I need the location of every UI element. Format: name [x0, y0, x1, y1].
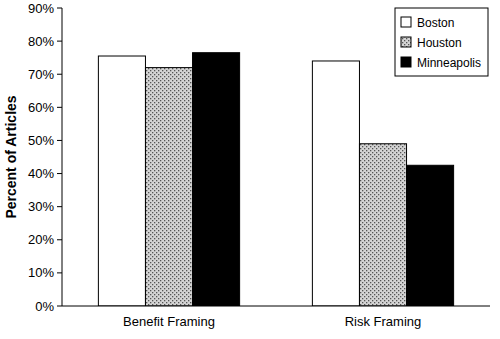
bar: [407, 165, 454, 306]
bars: [98, 53, 453, 306]
y-tick: [57, 41, 62, 42]
y-tick: [57, 306, 62, 307]
legend-label: Houston: [417, 36, 462, 50]
y-axis-label: Percent of Articles: [3, 95, 19, 218]
bar: [98, 56, 145, 306]
x-tick-label: Benefit Framing: [123, 314, 215, 329]
legend-swatch: [401, 37, 411, 47]
y-tick: [57, 74, 62, 75]
x-axis: [62, 306, 490, 307]
chart: 0% 10% 20% 30% 40% 50% 60% 70% 80% 90% Benefit Fra…: [0, 0, 500, 339]
legend-swatch: [401, 57, 411, 67]
y-tick-label: 40%: [28, 166, 54, 181]
y-tick-label: 90%: [28, 1, 54, 16]
y-tick: [57, 107, 62, 108]
y-tick-label: 30%: [28, 199, 54, 214]
y-tick-label: 10%: [28, 265, 54, 280]
legend: Boston Houston Minneapolis: [395, 8, 488, 76]
legend-swatch: [401, 17, 411, 27]
y-tick: [57, 173, 62, 174]
y-tick: [57, 206, 62, 207]
y-axis: [62, 8, 63, 306]
bar: [359, 144, 406, 306]
bar: [193, 53, 240, 306]
y-tick: [57, 140, 62, 141]
y-tick-label: 70%: [28, 67, 54, 82]
y-tick-label: 0%: [35, 299, 54, 314]
bar: [312, 61, 359, 306]
legend-label: Minneapolis: [417, 56, 481, 70]
y-tick: [57, 272, 62, 273]
x-tick-label: Risk Framing: [345, 314, 422, 329]
legend-box: [395, 8, 488, 76]
y-tick: [57, 8, 62, 9]
y-tick-label: 80%: [28, 34, 54, 49]
y-tick-label: 20%: [28, 232, 54, 247]
bar: [145, 68, 192, 306]
y-tick-label: 50%: [28, 133, 54, 148]
legend-label: Boston: [417, 16, 454, 30]
y-tick-label: 60%: [28, 100, 54, 115]
y-tick: [57, 239, 62, 240]
